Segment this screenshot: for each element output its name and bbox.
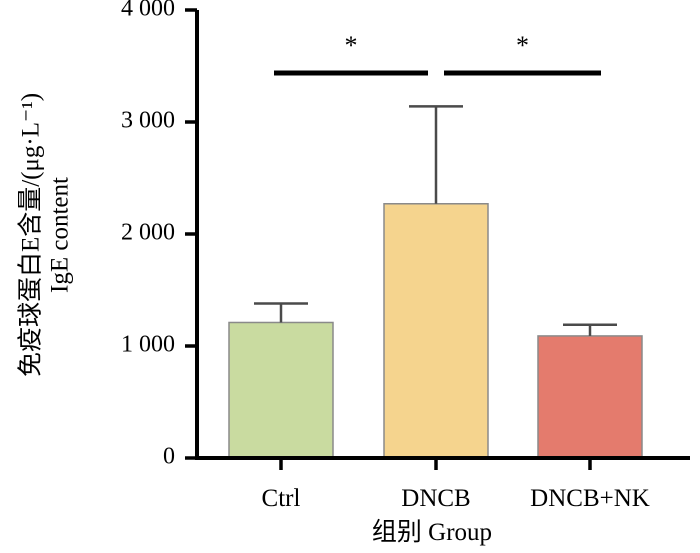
significance-label: *: [516, 31, 529, 60]
y-tick-label: 1 000: [121, 332, 175, 358]
x-axis-title: 组别 Group: [372, 518, 492, 546]
x-tick-label: Ctrl: [262, 485, 301, 512]
significance-group: * *: [274, 31, 601, 76]
bar-dncb: [383, 203, 489, 459]
significance-label: *: [345, 31, 358, 60]
bars-group: [228, 203, 643, 459]
y-tick-label: 0: [163, 444, 175, 470]
y-axis-title-line-1: 免疫球蛋白E含量/(μg·L⁻¹): [17, 93, 45, 377]
y-tick-label: 4 000: [121, 0, 175, 22]
y-axis-title-line-2: IgE content: [47, 177, 74, 293]
y-ticks-group: 0 1 000 2 000 3 000 4 000: [121, 0, 197, 470]
y-tick-label: 3 000: [121, 108, 175, 134]
x-ticks-group: Ctrl DNCB DNCB+NK: [262, 458, 650, 512]
x-tick-label: DNCB: [401, 485, 470, 512]
x-tick-label: DNCB+NK: [530, 485, 650, 512]
y-axis-title: 免疫球蛋白E含量/(μg·L⁻¹) IgE content: [17, 93, 74, 377]
y-tick-label: 2 000: [121, 220, 175, 246]
error-bars-group: [254, 105, 617, 336]
bar-dncb-nk: [537, 335, 643, 459]
bar-ctrl: [228, 321, 334, 459]
